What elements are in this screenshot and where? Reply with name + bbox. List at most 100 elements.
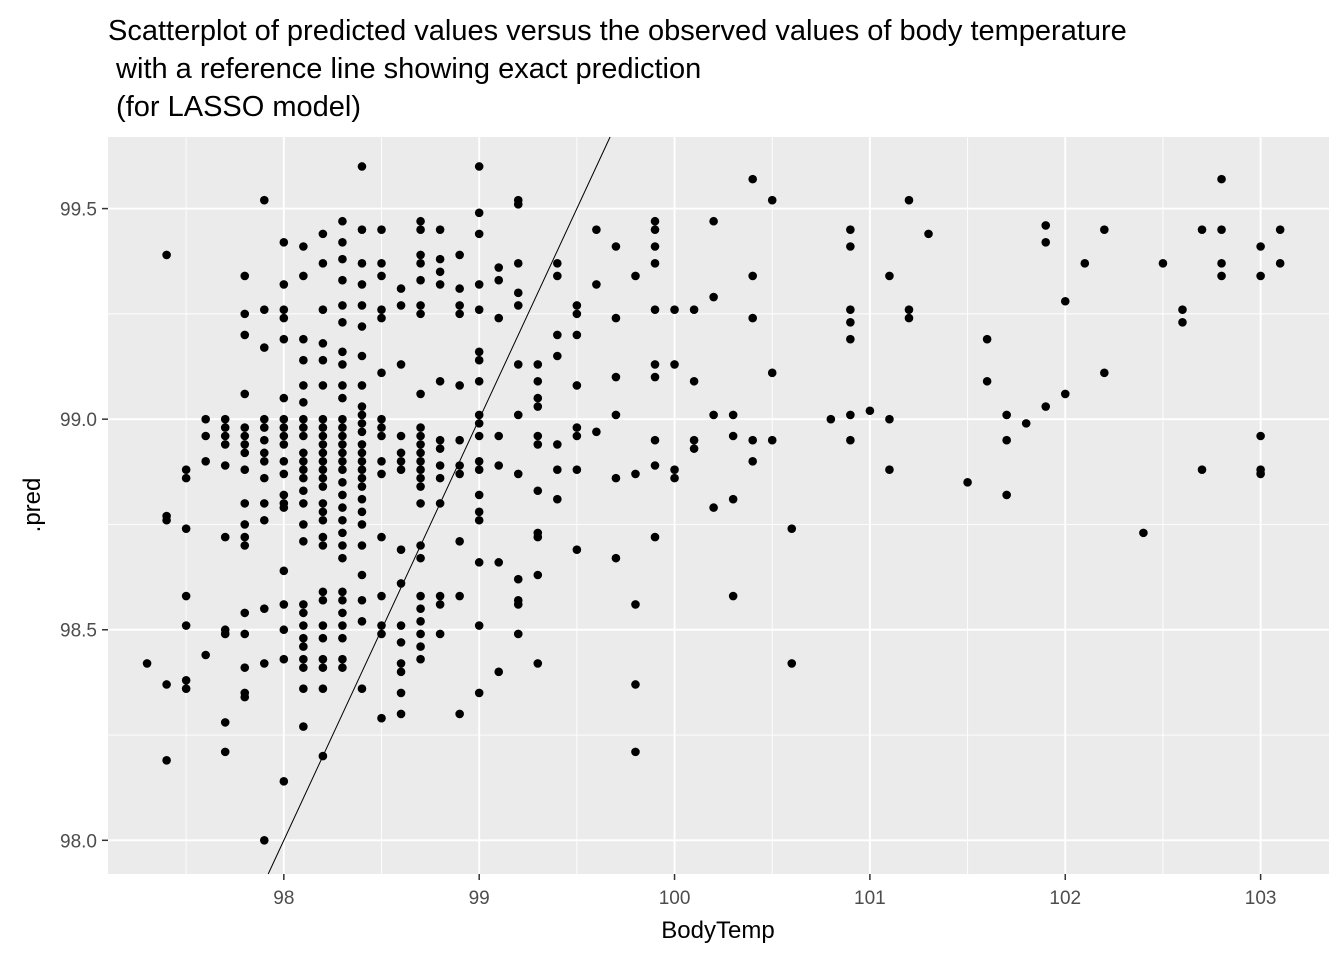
data-point-110 (318, 381, 328, 390)
data-point-274 (474, 305, 484, 314)
data-point-61 (279, 305, 289, 314)
data-point-140 (338, 360, 347, 369)
data-point-103 (299, 684, 308, 693)
data-point-312 (533, 431, 543, 441)
data-point-261 (455, 301, 464, 310)
data-point-38 (240, 532, 250, 542)
data-point-393 (885, 271, 894, 281)
data-point-16 (201, 650, 210, 660)
data-point-424 (1217, 271, 1226, 281)
data-point-33 (240, 440, 250, 449)
data-point-281 (474, 456, 484, 466)
data-point-89 (299, 456, 308, 466)
data-point-102 (299, 663, 308, 672)
data-point-402 (982, 376, 992, 386)
data-point-79 (299, 242, 308, 251)
data-point-117 (318, 465, 328, 475)
data-point-82 (299, 355, 308, 365)
data-point-163 (338, 663, 347, 672)
data-point-319 (553, 259, 562, 268)
data-point-107 (318, 305, 328, 314)
data-point-119 (318, 482, 328, 491)
data-point-380 (767, 368, 777, 378)
chart-title-line-3: (for LASSO model) (108, 91, 361, 123)
data-point-111 (318, 414, 328, 424)
data-point-398 (904, 313, 914, 323)
data-point-46 (259, 305, 269, 314)
data-point-183 (357, 507, 367, 517)
data-point-383 (787, 659, 797, 668)
data-point-77 (279, 654, 289, 664)
data-point-291 (494, 313, 504, 323)
data-point-357 (650, 532, 660, 542)
data-point-363 (689, 376, 699, 386)
data-point-120 (318, 499, 328, 508)
data-point-190 (377, 225, 386, 234)
data-point-268 (455, 591, 464, 601)
data-point-71 (279, 490, 289, 500)
data-point-159 (338, 608, 347, 618)
data-point-62 (279, 313, 289, 323)
data-point-390 (846, 410, 855, 420)
data-point-307 (513, 629, 523, 639)
data-point-29 (240, 330, 250, 340)
data-point-241 (416, 604, 425, 613)
data-point-217 (396, 659, 406, 668)
data-point-192 (377, 271, 386, 281)
data-point-174 (357, 419, 367, 428)
data-point-171 (357, 381, 367, 390)
data-point-344 (631, 469, 640, 479)
data-point-54 (259, 499, 269, 508)
data-point-412 (1080, 259, 1090, 268)
data-point-156 (338, 553, 347, 563)
x-tick-label-4: 102 (1049, 888, 1081, 909)
data-point-409 (1041, 402, 1051, 411)
data-point-300 (513, 301, 523, 310)
data-point-369 (709, 503, 718, 512)
data-point-316 (533, 532, 543, 542)
data-point-338 (611, 313, 621, 323)
data-point-216 (396, 638, 406, 647)
data-point-76 (279, 625, 289, 635)
y-axis-title: .pred (19, 478, 46, 533)
data-point-228 (416, 389, 425, 399)
data-point-229 (416, 423, 425, 432)
data-point-224 (416, 259, 425, 268)
data-point-70 (279, 469, 289, 479)
data-point-337 (611, 242, 621, 251)
data-point-295 (494, 667, 504, 677)
data-point-155 (338, 541, 347, 550)
data-point-342 (611, 553, 621, 563)
data-point-164 (357, 162, 367, 171)
data-point-30 (240, 389, 250, 399)
data-point-350 (650, 242, 660, 251)
data-point-177 (357, 448, 367, 458)
data-point-151 (338, 490, 347, 500)
data-point-381 (767, 435, 777, 445)
data-point-173 (357, 410, 367, 420)
data-point-378 (748, 456, 757, 466)
reference-line (267, 136, 611, 875)
data-point-418 (1178, 318, 1187, 327)
data-point-221 (416, 216, 425, 226)
data-point-31 (240, 423, 250, 432)
data-point-413 (1100, 225, 1109, 234)
data-point-134 (338, 237, 347, 247)
data-point-87 (299, 431, 308, 441)
data-point-414 (1100, 368, 1109, 378)
plot-panel (108, 137, 1329, 874)
data-point-181 (357, 482, 367, 491)
data-point-168 (357, 301, 367, 310)
data-point-302 (513, 410, 523, 420)
data-point-115 (318, 448, 328, 458)
data-point-377 (748, 435, 757, 445)
data-point-104 (299, 722, 308, 731)
data-point-311 (533, 402, 543, 411)
data-point-68 (279, 440, 289, 449)
data-point-355 (650, 435, 660, 445)
data-point-96 (299, 600, 308, 609)
data-point-28 (240, 309, 250, 319)
data-point-366 (709, 216, 718, 226)
data-point-135 (338, 254, 347, 264)
